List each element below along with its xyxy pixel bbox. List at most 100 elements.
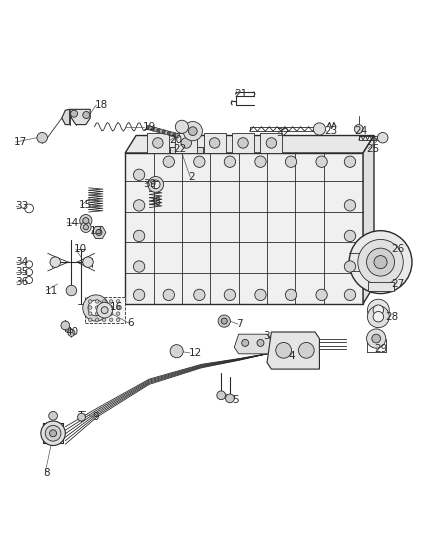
Circle shape: [165, 131, 169, 135]
Circle shape: [298, 343, 314, 358]
Circle shape: [88, 306, 92, 309]
Circle shape: [349, 231, 412, 294]
Circle shape: [286, 156, 297, 167]
Circle shape: [255, 289, 266, 301]
Circle shape: [102, 312, 106, 316]
Text: 27: 27: [392, 279, 405, 289]
Circle shape: [218, 315, 230, 327]
Polygon shape: [62, 109, 70, 125]
Circle shape: [344, 200, 356, 211]
Circle shape: [167, 131, 172, 135]
Circle shape: [134, 261, 145, 272]
Circle shape: [97, 302, 113, 318]
Polygon shape: [368, 282, 394, 290]
Circle shape: [367, 329, 386, 348]
Polygon shape: [125, 135, 374, 153]
Polygon shape: [85, 297, 125, 323]
Text: 16: 16: [110, 302, 123, 312]
Circle shape: [175, 133, 180, 138]
Text: 15: 15: [79, 200, 92, 211]
Circle shape: [25, 269, 32, 276]
Circle shape: [88, 312, 92, 316]
Circle shape: [95, 300, 99, 303]
Circle shape: [96, 229, 102, 236]
Text: 14: 14: [65, 218, 78, 228]
Circle shape: [117, 300, 120, 303]
Circle shape: [110, 306, 113, 309]
Circle shape: [102, 306, 106, 309]
Wedge shape: [148, 176, 163, 192]
Circle shape: [146, 125, 150, 130]
Circle shape: [134, 169, 145, 181]
Text: 23: 23: [325, 126, 338, 136]
Circle shape: [95, 306, 99, 309]
Circle shape: [25, 277, 32, 284]
Circle shape: [83, 257, 93, 268]
Polygon shape: [267, 332, 319, 369]
Circle shape: [378, 133, 388, 143]
Text: 35: 35: [14, 267, 28, 277]
Text: 28: 28: [385, 312, 398, 322]
Text: 17: 17: [14, 137, 27, 147]
Circle shape: [25, 261, 32, 268]
Polygon shape: [363, 135, 374, 304]
Circle shape: [83, 217, 89, 224]
Polygon shape: [92, 227, 106, 238]
Circle shape: [194, 156, 205, 167]
Circle shape: [238, 138, 248, 148]
Polygon shape: [234, 334, 272, 354]
Text: 3: 3: [263, 332, 269, 341]
Circle shape: [367, 299, 389, 321]
Text: 4: 4: [289, 351, 296, 361]
Circle shape: [81, 222, 91, 232]
Circle shape: [344, 156, 356, 167]
Circle shape: [88, 318, 92, 321]
Circle shape: [372, 334, 381, 343]
Circle shape: [221, 318, 227, 324]
Text: 13: 13: [90, 225, 103, 236]
Circle shape: [134, 200, 145, 211]
Text: 19: 19: [143, 122, 156, 132]
Circle shape: [102, 300, 106, 303]
Circle shape: [152, 138, 163, 148]
Circle shape: [95, 312, 99, 316]
Circle shape: [255, 156, 266, 167]
Circle shape: [110, 300, 113, 303]
Circle shape: [157, 128, 161, 133]
Circle shape: [68, 329, 75, 336]
Text: 5: 5: [232, 394, 239, 405]
Circle shape: [117, 306, 120, 309]
Circle shape: [257, 340, 264, 346]
Text: 10: 10: [74, 244, 87, 254]
Circle shape: [117, 318, 120, 321]
Text: 34: 34: [14, 257, 28, 267]
Circle shape: [149, 126, 153, 131]
Circle shape: [209, 138, 220, 148]
Circle shape: [45, 425, 61, 441]
Circle shape: [367, 248, 395, 276]
Circle shape: [373, 311, 384, 322]
Circle shape: [224, 289, 236, 301]
Text: 24: 24: [354, 126, 367, 136]
Circle shape: [49, 411, 57, 420]
Circle shape: [316, 156, 327, 167]
Text: 22: 22: [173, 144, 187, 155]
Circle shape: [344, 289, 356, 301]
FancyBboxPatch shape: [147, 133, 169, 153]
Circle shape: [50, 257, 60, 268]
Circle shape: [37, 133, 47, 143]
Circle shape: [194, 289, 205, 301]
Circle shape: [344, 261, 356, 272]
FancyBboxPatch shape: [204, 133, 226, 153]
Text: 6: 6: [127, 318, 134, 328]
Circle shape: [102, 318, 106, 321]
Circle shape: [152, 127, 156, 131]
Text: 26: 26: [392, 244, 405, 254]
Circle shape: [110, 318, 113, 321]
Circle shape: [313, 123, 325, 135]
Circle shape: [181, 138, 191, 148]
Circle shape: [110, 312, 113, 316]
FancyBboxPatch shape: [175, 133, 197, 153]
Circle shape: [173, 133, 177, 137]
Circle shape: [101, 306, 108, 313]
